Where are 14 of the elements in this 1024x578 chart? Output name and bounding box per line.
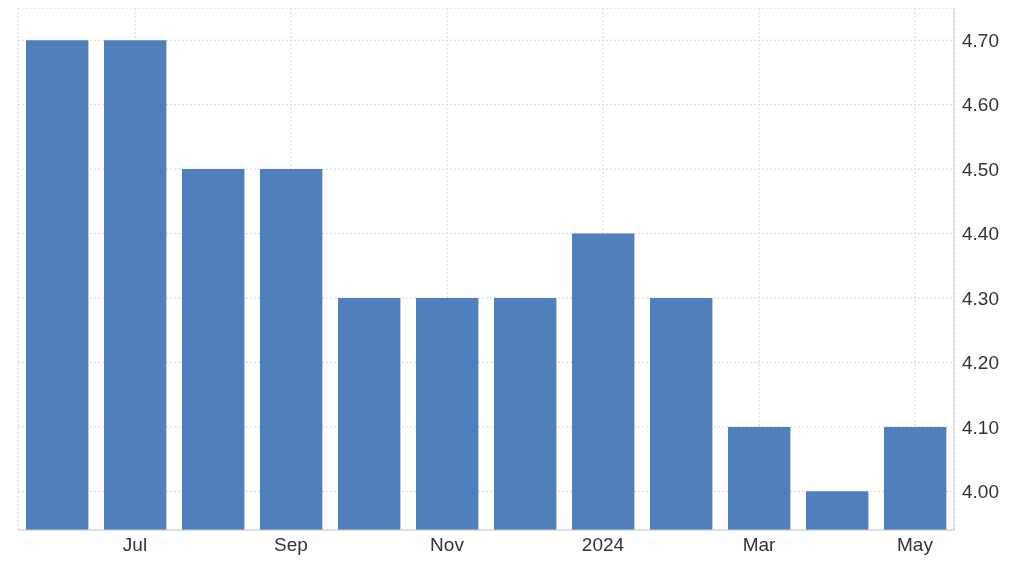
x-tick-label: Nov: [430, 534, 465, 556]
y-tick-label: 4.00: [962, 481, 999, 503]
y-tick-label: 4.50: [962, 158, 999, 180]
x-tick-label: 2024: [581, 534, 625, 556]
x-tick-label: May: [897, 534, 934, 556]
x-tick-label: Jul: [122, 534, 148, 556]
y-tick-label: 4.40: [962, 223, 999, 245]
x-tick-label: Sep: [274, 534, 308, 556]
y-tick-label: 4.20: [962, 352, 999, 374]
y-tick-label: 4.10: [962, 416, 999, 438]
y-tick-label: 4.70: [962, 29, 999, 51]
y-tick-label: 4.30: [962, 287, 999, 309]
y-tick-label: 4.60: [962, 94, 999, 116]
x-tick-label: Mar: [742, 534, 777, 556]
